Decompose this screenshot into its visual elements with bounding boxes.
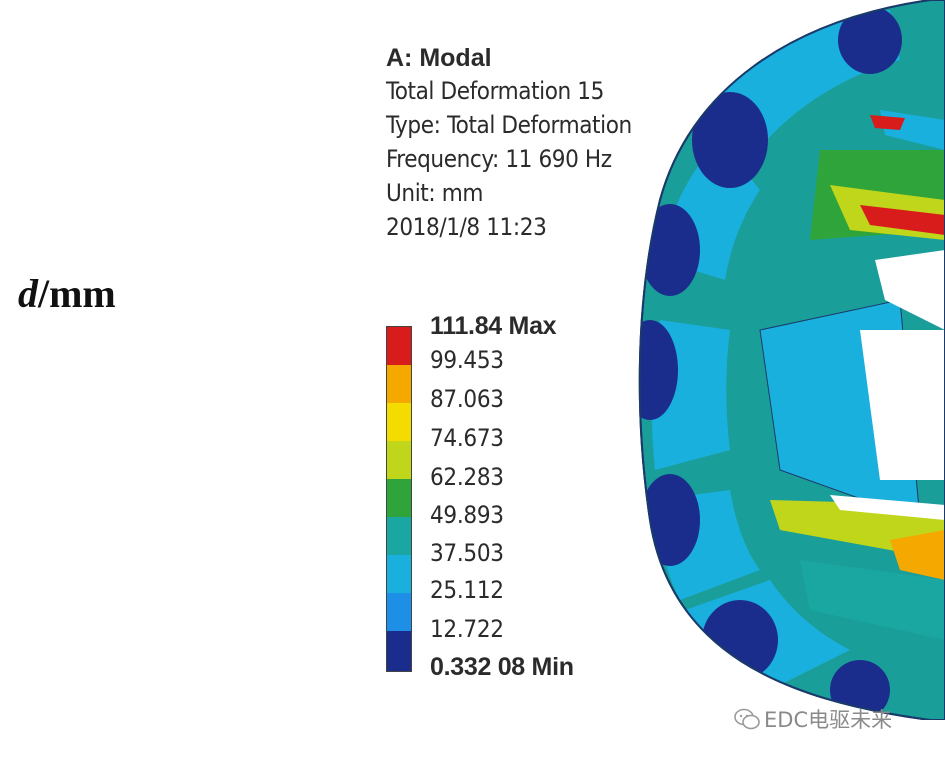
stator-deformation-plot (638, 0, 945, 720)
legend-tick: 49.893 (430, 501, 504, 529)
legend-swatch (387, 441, 411, 479)
legend-tick: 99.453 (430, 346, 504, 374)
legend-swatch (387, 327, 411, 365)
legend-swatch (387, 479, 411, 517)
legend-tick: 74.673 (430, 424, 504, 452)
result-unit: Unit: mm (386, 179, 483, 207)
legend-tick: 12.722 (430, 615, 504, 643)
legend-swatch (387, 517, 411, 555)
result-frequency: Frequency: 11 690 Hz (386, 145, 612, 173)
stator-ring (638, 0, 945, 720)
result-name: Total Deformation 15 (386, 77, 604, 105)
result-info-block: A: Modal Total Deformation 15 Type: Tota… (386, 42, 632, 244)
legend-tick: 25.112 (430, 576, 504, 604)
axis-unit-text: /mm (38, 271, 116, 316)
legend-min-label: 0.332 08 Min (430, 653, 574, 681)
legend-swatch (387, 403, 411, 441)
analysis-title: A: Modal (386, 44, 492, 72)
watermark-text: EDC电驱未来 (764, 708, 893, 732)
watermark: EDC电驱未来 (734, 704, 892, 735)
legend-tick: 37.503 (430, 539, 504, 567)
wechat-icon (734, 708, 760, 735)
legend-swatch (387, 365, 411, 403)
axis-unit-label: d/mm (18, 270, 116, 317)
legend-swatch (387, 631, 411, 671)
axis-unit-symbol: d (18, 271, 38, 316)
result-type: Type: Total Deformation (386, 111, 632, 139)
legend-tick: 62.283 (430, 463, 504, 491)
legend-color-bar (386, 326, 412, 672)
legend-swatch (387, 593, 411, 631)
legend-tick: 87.063 (430, 385, 504, 413)
legend-max-label: 111.84 Max (430, 312, 557, 340)
legend-swatch (387, 555, 411, 593)
result-timestamp: 2018/1/8 11:23 (386, 213, 547, 241)
